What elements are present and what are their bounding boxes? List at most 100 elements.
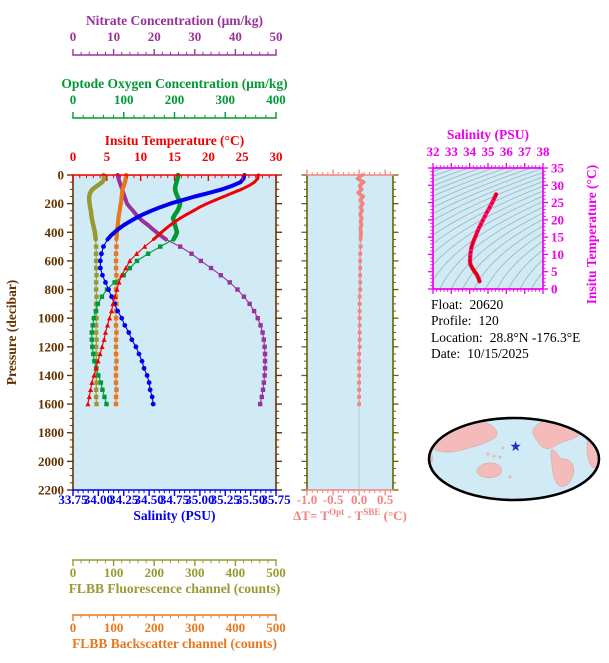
ts-y-tick-label: 30 bbox=[551, 178, 564, 193]
marker bbox=[90, 323, 95, 328]
ts-x-tick-label: 34 bbox=[463, 144, 477, 159]
marker bbox=[359, 230, 363, 234]
marker bbox=[124, 198, 127, 202]
marker bbox=[120, 198, 123, 202]
ts-point bbox=[468, 255, 472, 259]
marker bbox=[96, 373, 101, 378]
marker bbox=[158, 244, 163, 249]
marker bbox=[169, 223, 172, 227]
marker bbox=[189, 251, 194, 256]
marker bbox=[247, 301, 252, 307]
marker bbox=[357, 344, 362, 349]
location-value: 28.8°N -176.3°E bbox=[489, 329, 581, 345]
marker bbox=[104, 322, 111, 328]
marker bbox=[113, 265, 119, 271]
marker bbox=[100, 387, 105, 392]
marker bbox=[118, 209, 121, 212]
marker bbox=[357, 359, 362, 364]
ts-y-tick-label: 20 bbox=[551, 212, 564, 227]
marker bbox=[94, 294, 99, 299]
marker bbox=[247, 184, 251, 187]
marker bbox=[357, 395, 362, 399]
marker bbox=[113, 315, 119, 321]
pressure-tick-label: 0 bbox=[58, 168, 65, 183]
marker bbox=[91, 372, 97, 378]
marker bbox=[174, 191, 178, 195]
tick-label: 35.25 bbox=[211, 492, 241, 507]
tick-label: 34.00 bbox=[84, 492, 113, 507]
marker bbox=[127, 258, 133, 264]
marker bbox=[174, 227, 178, 230]
ts-y-tick-label: 25 bbox=[551, 195, 565, 210]
marker bbox=[175, 231, 179, 234]
marker bbox=[173, 188, 177, 191]
marker bbox=[150, 227, 154, 230]
marker bbox=[178, 202, 182, 205]
marker bbox=[126, 330, 132, 335]
marker bbox=[357, 380, 362, 385]
location-label: Location: bbox=[431, 329, 483, 345]
ts-x-tick-label: 35 bbox=[482, 144, 496, 159]
marker bbox=[261, 337, 267, 342]
ts-point bbox=[468, 258, 472, 262]
marker bbox=[152, 238, 155, 241]
marker bbox=[118, 180, 121, 184]
marker bbox=[159, 206, 162, 209]
marker bbox=[357, 309, 362, 313]
marker bbox=[262, 358, 268, 364]
isopycnal bbox=[433, 168, 520, 203]
marker bbox=[256, 177, 259, 180]
marker bbox=[174, 184, 177, 187]
marker bbox=[96, 184, 99, 187]
marker bbox=[99, 294, 105, 299]
ts-point bbox=[488, 205, 492, 209]
tick-label: 33.75 bbox=[58, 492, 88, 507]
marker bbox=[173, 220, 177, 223]
marker bbox=[198, 206, 201, 209]
marker bbox=[113, 344, 119, 350]
ts-point bbox=[478, 279, 482, 283]
marker bbox=[176, 209, 179, 212]
marker bbox=[90, 216, 93, 220]
marker bbox=[94, 315, 99, 321]
ts-x-tick-label: 32 bbox=[427, 144, 440, 159]
ts-point bbox=[472, 237, 476, 241]
pressure-tick-label: 1000 bbox=[38, 311, 64, 326]
marker bbox=[116, 223, 119, 227]
marker bbox=[260, 330, 265, 335]
marker bbox=[98, 265, 103, 271]
marker bbox=[359, 220, 363, 223]
marker bbox=[171, 216, 175, 220]
date-label: Date: bbox=[431, 346, 461, 362]
marker bbox=[113, 366, 119, 371]
marker bbox=[93, 287, 99, 292]
isopycnal bbox=[519, 259, 543, 289]
pressure-tick-label: 400 bbox=[45, 225, 65, 240]
marker bbox=[123, 265, 129, 271]
marker bbox=[117, 227, 120, 230]
tick-label: 400 bbox=[266, 92, 286, 107]
marker bbox=[114, 286, 120, 292]
marker bbox=[207, 191, 211, 195]
float-value: 20620 bbox=[469, 297, 504, 312]
pressure-tick-label: 600 bbox=[45, 253, 65, 268]
tick-label: 20 bbox=[202, 149, 215, 164]
marker bbox=[95, 358, 101, 364]
isopycnal bbox=[508, 249, 543, 289]
marker bbox=[93, 308, 99, 314]
marker bbox=[358, 212, 362, 216]
marker bbox=[358, 227, 362, 231]
marker bbox=[177, 244, 183, 249]
marker bbox=[123, 180, 127, 184]
marker bbox=[169, 202, 172, 205]
marker bbox=[360, 223, 364, 227]
marker bbox=[360, 216, 364, 220]
marker bbox=[357, 301, 362, 306]
ts-point bbox=[481, 219, 485, 223]
marker bbox=[102, 329, 109, 335]
tick-label: 100 bbox=[104, 565, 124, 580]
marker bbox=[93, 265, 99, 271]
marker bbox=[114, 273, 119, 278]
marker bbox=[241, 294, 247, 299]
